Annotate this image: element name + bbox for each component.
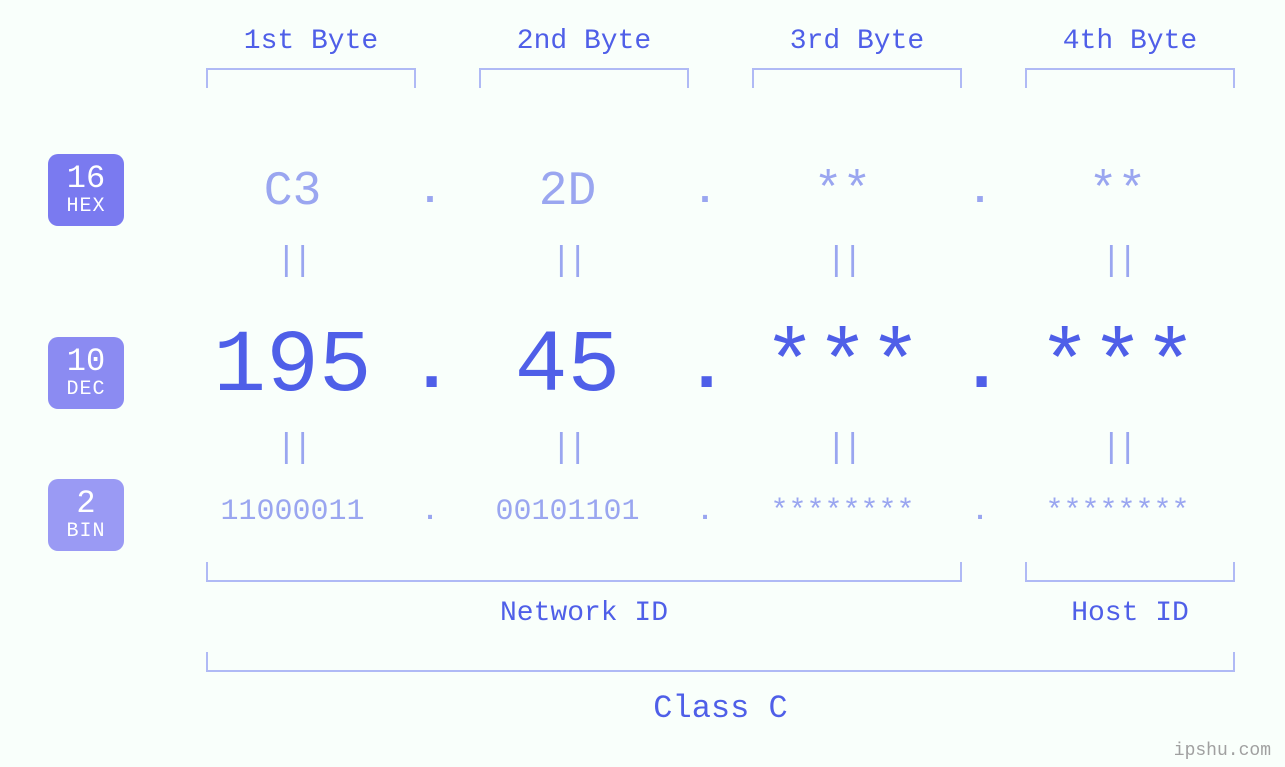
bin-dot-3: . [960,497,1000,528]
bin-dot-2: . [685,497,725,528]
dec-byte-4: *** [1000,318,1235,417]
class-label: Class C [206,690,1235,727]
hex-row: C3 . 2D . ** . ** [175,165,1235,219]
bin-byte-1: 11000011 [175,495,410,529]
badge-bin-label: BIN [66,522,105,542]
host-id-label: Host ID [1025,598,1235,629]
dec-byte-3: *** [725,318,960,417]
hex-dot-1: . [410,170,450,215]
byte-bracket-2 [479,68,689,88]
watermark: ipshu.com [1174,741,1271,761]
equals-1-4: || [1000,243,1235,281]
bin-byte-3: ******** [725,495,960,529]
badge-dec-label: DEC [66,380,105,400]
bin-byte-4: ******** [1000,495,1235,529]
badge-hex-label: HEX [66,197,105,217]
dec-dot-3: . [960,327,1000,409]
class-bracket [206,652,1235,672]
ip-diagram: 1st Byte 2nd Byte 3rd Byte 4th Byte 16 H… [0,0,1285,767]
equals-2-3: || [725,430,960,468]
hex-byte-1: C3 [175,165,410,219]
equals-row-2: || || || || [175,430,1235,468]
byte-header-1: 1st Byte [206,26,416,57]
equals-1-2: || [450,243,685,281]
equals-1-3: || [725,243,960,281]
hex-byte-3: ** [725,165,960,219]
dec-byte-1: 195 [175,318,410,417]
badge-dec: 10 DEC [48,337,124,409]
bin-row: 11000011 . 00101101 . ******** . *******… [175,495,1235,529]
hex-dot-3: . [960,170,1000,215]
equals-1-1: || [175,243,410,281]
byte-header-4: 4th Byte [1025,26,1235,57]
badge-hex-num: 16 [67,163,105,195]
bin-byte-2: 00101101 [450,495,685,529]
equals-2-4: || [1000,430,1235,468]
hex-byte-2: 2D [450,165,685,219]
host-id-bracket [1025,562,1235,582]
byte-header-3: 3rd Byte [752,26,962,57]
dec-byte-2: 45 [450,318,685,417]
dec-row: 195 . 45 . *** . *** [175,318,1235,417]
byte-bracket-4 [1025,68,1235,88]
badge-hex: 16 HEX [48,154,124,226]
hex-dot-2: . [685,170,725,215]
byte-bracket-1 [206,68,416,88]
network-id-label: Network ID [206,598,962,629]
badge-bin-num: 2 [76,488,95,520]
badge-dec-num: 10 [67,346,105,378]
bin-dot-1: . [410,497,450,528]
badge-bin: 2 BIN [48,479,124,551]
equals-row-1: || || || || [175,243,1235,281]
hex-byte-4: ** [1000,165,1235,219]
network-id-bracket [206,562,962,582]
equals-2-1: || [175,430,410,468]
dec-dot-2: . [685,327,725,409]
dec-dot-1: . [410,327,450,409]
byte-bracket-3 [752,68,962,88]
byte-header-2: 2nd Byte [479,26,689,57]
equals-2-2: || [450,430,685,468]
